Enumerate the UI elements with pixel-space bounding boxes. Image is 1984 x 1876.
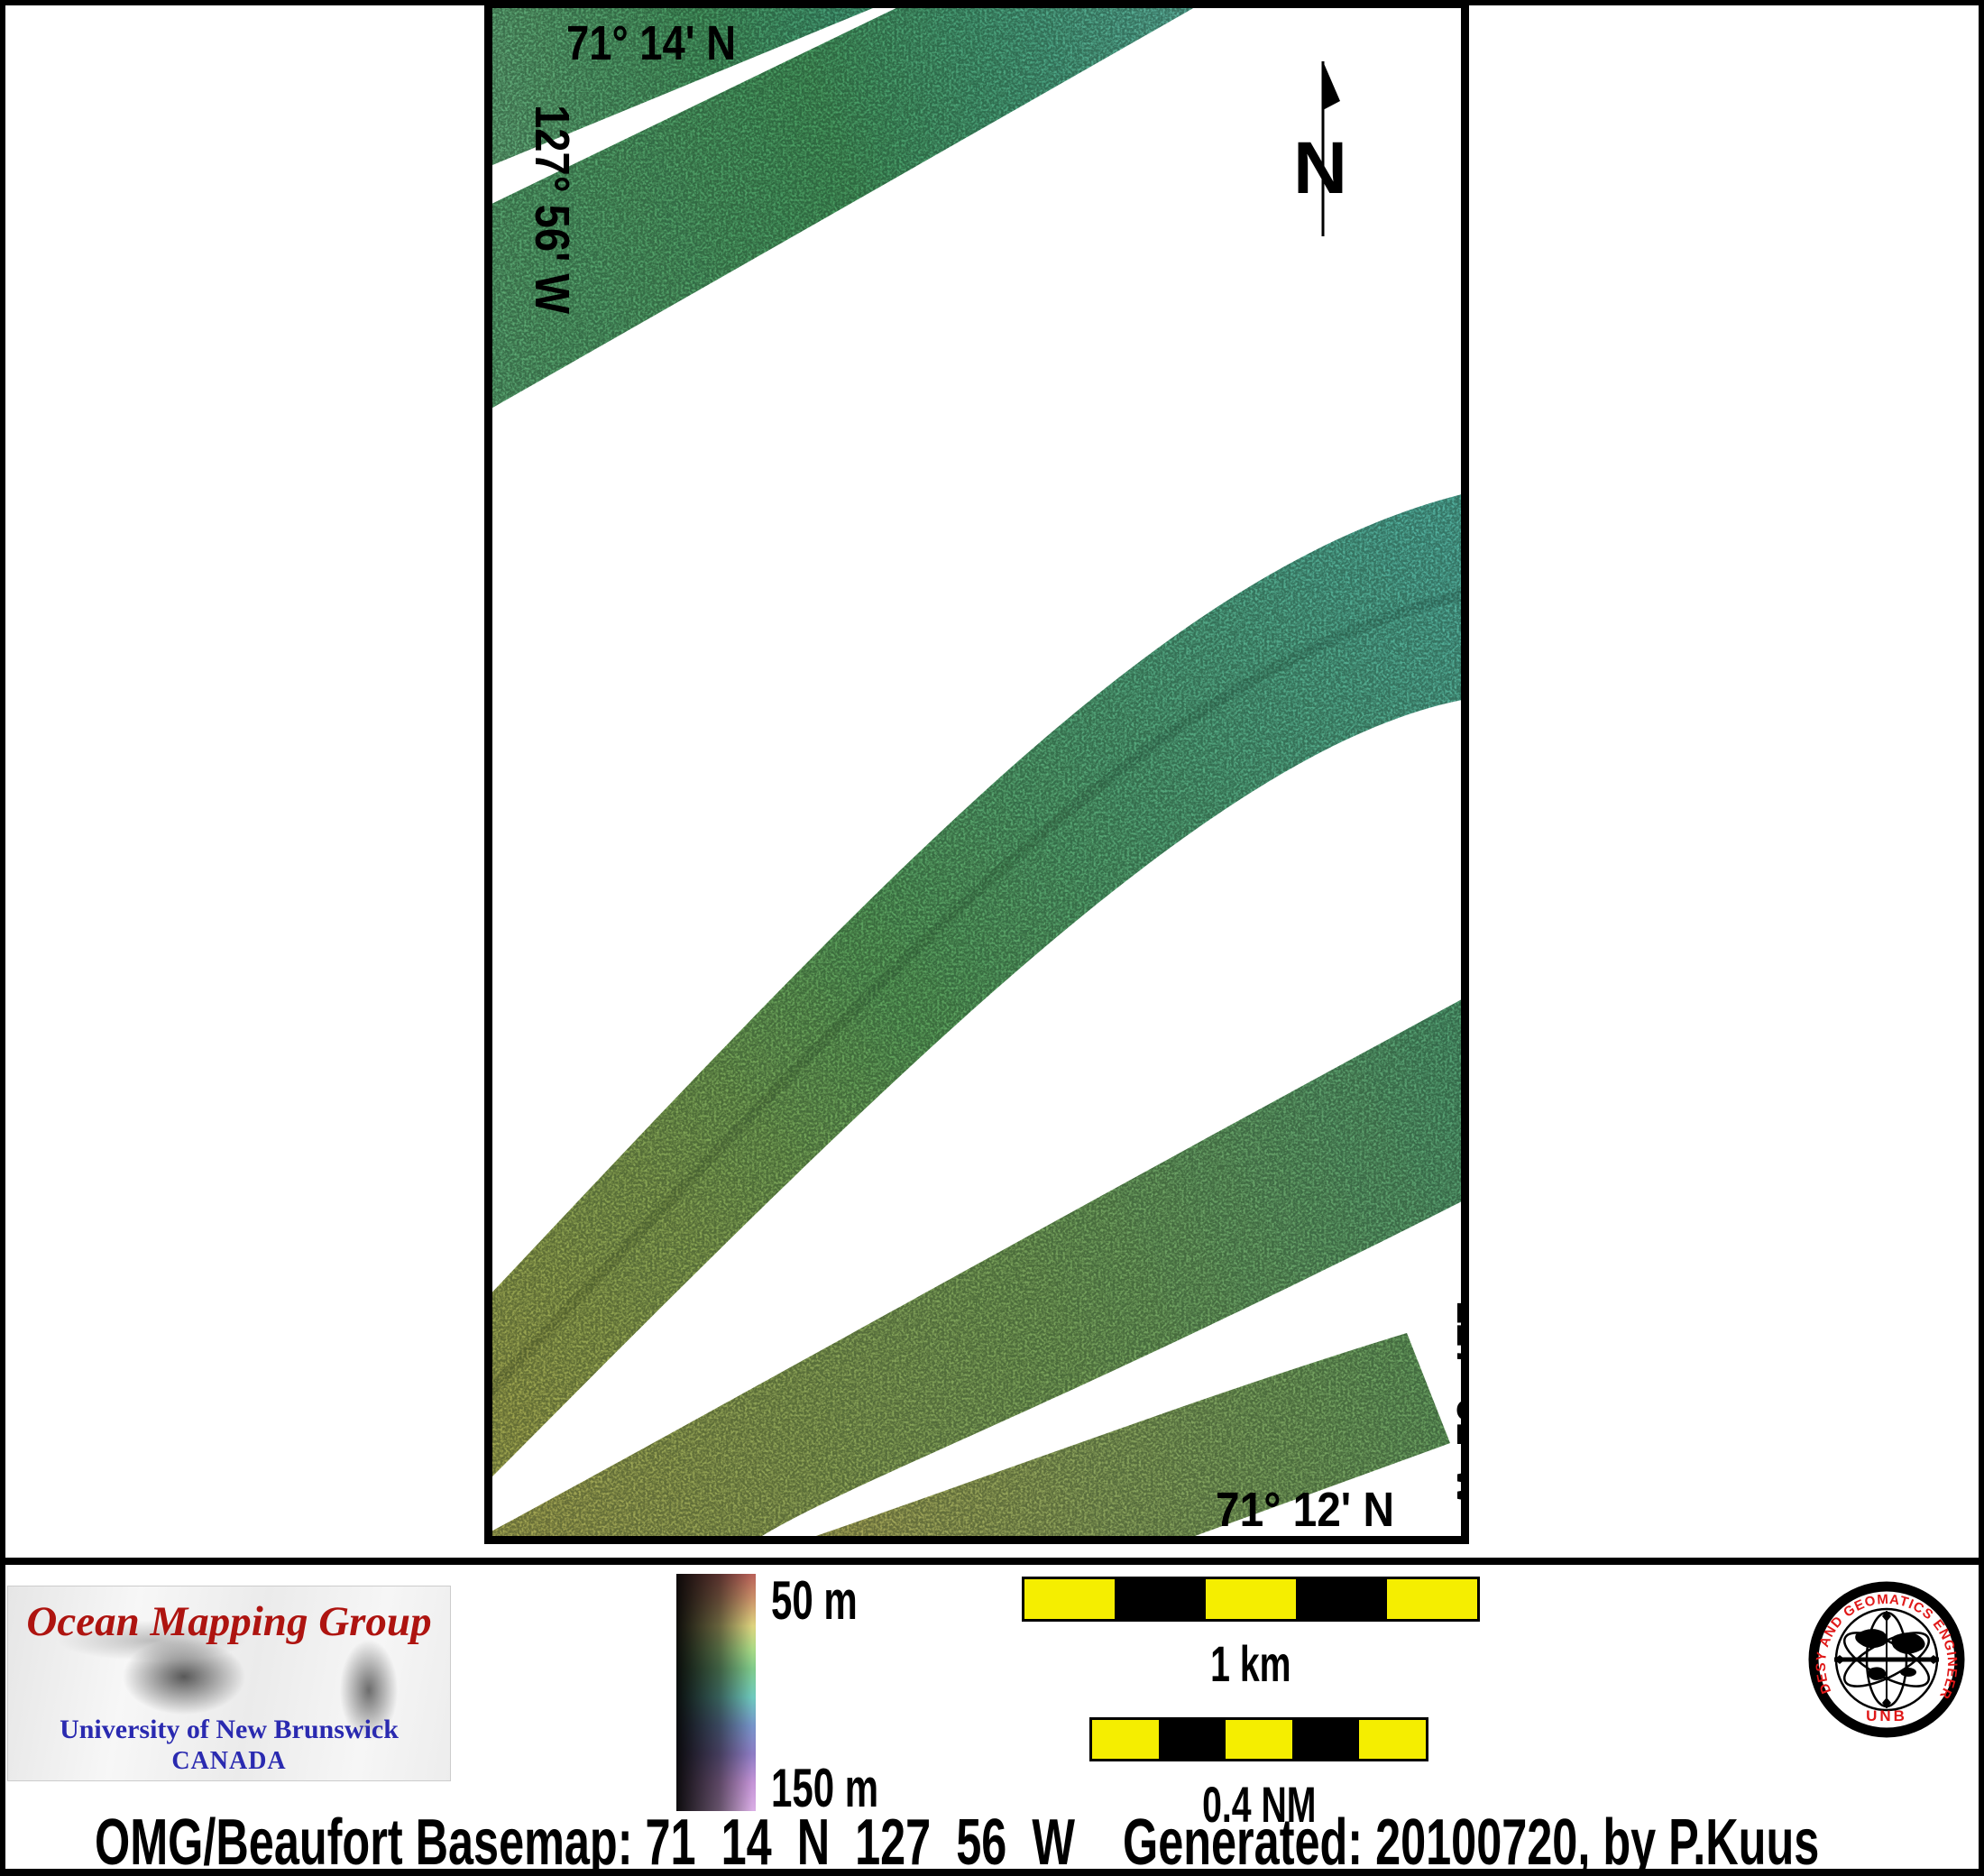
depth-label-deep-text: 150 m (771, 1758, 879, 1818)
north-arrow-label: N (1293, 127, 1347, 209)
label-top-latitude: 71° 14' N (566, 16, 736, 70)
caption-basemap-text: OMG/Beaufort Basemap: 71_14_N_127_56_W (95, 1807, 1075, 1876)
scalebar-km-segment (1024, 1579, 1116, 1619)
scalebar-nm-segment (1292, 1720, 1359, 1759)
scalebar-nm-segment (1092, 1720, 1159, 1759)
scalebar-km-segment (1296, 1579, 1387, 1619)
scalebar-km-segment (1386, 1579, 1478, 1619)
north-arrow: N (1293, 61, 1347, 236)
scalebar-km-segment (1115, 1579, 1206, 1619)
swath-nadir-line (492, 590, 1461, 1397)
seal-unb-text: UNB (1866, 1707, 1907, 1724)
bathymetry-map: 71° 14' N 127° 56' W 127° 51' W 71° 12' … (484, 0, 1501, 1544)
map-frame: 71° 14' N 127° 56' W 127° 51' W 71° 12' … (484, 0, 1501, 1544)
depth-label-shallow: 50 m (771, 1569, 895, 1632)
sonar-swath-middle (492, 494, 1461, 1476)
north-arrow-pennant (1323, 61, 1340, 110)
scalebar-km (1022, 1577, 1480, 1622)
label-left-longitude: 127° 56' W (525, 105, 579, 314)
panel-divider (0, 1558, 1984, 1565)
depth-label-deep: 150 m (771, 1757, 924, 1819)
scalebar-nm-label: 0.4 NM (1089, 1775, 1428, 1834)
caption-generated-text: Generated: 20100720, by P.Kuus (1123, 1807, 1820, 1876)
scalebar-km-segment (1205, 1579, 1297, 1619)
depth-label-shallow-text: 50 m (771, 1570, 858, 1631)
scalebar-nm-segment (1226, 1720, 1292, 1759)
scalebar-km-label-text: 1 km (1210, 1635, 1291, 1692)
page-border-right (1979, 0, 1984, 1876)
label-bottom-latitude: 71° 12' N (1216, 1483, 1394, 1537)
map-border (484, 0, 1469, 1544)
caption-basemap: OMG/Beaufort Basemap: 71_14_N_127_56_W (95, 1806, 1495, 1876)
scalebar-nm-label-text: 0.4 NM (1201, 1776, 1317, 1833)
seal-outer-ring (1808, 1581, 1965, 1738)
omg-logo-title: Ocean Mapping Group (26, 1598, 432, 1645)
label-right-longitude: 127° 51' W (1447, 1301, 1469, 1506)
seal-globe (1834, 1611, 1939, 1708)
depth-colorbar (676, 1574, 756, 1811)
sonar-swath-topleft-lower (492, 8, 1194, 409)
unb-seal: GEODESY AND GEOMATICS ENGINEERING UNB (1805, 1578, 1965, 1738)
sonar-swath-lower (492, 999, 1461, 1536)
omg-logo: Ocean Mapping Group University of New Br… (7, 1586, 451, 1781)
page-border-bottom (0, 1869, 1984, 1876)
sonar-swath-topleft-upper (492, 8, 873, 165)
scalebar-km-label: 1 km (1022, 1634, 1480, 1693)
page-border-left (0, 0, 5, 1876)
caption-generated: Generated: 20100720, by P.Kuus (1123, 1806, 1984, 1876)
scalebar-nm-segment (1359, 1720, 1426, 1759)
sonar-swath-bottomright (816, 1333, 1450, 1536)
omg-logo-university: University of New Brunswick (60, 1715, 399, 1744)
scalebar-nm (1089, 1717, 1428, 1761)
scalebar-nm-segment (1159, 1720, 1226, 1759)
omg-logo-country: CANADA (171, 1747, 287, 1775)
